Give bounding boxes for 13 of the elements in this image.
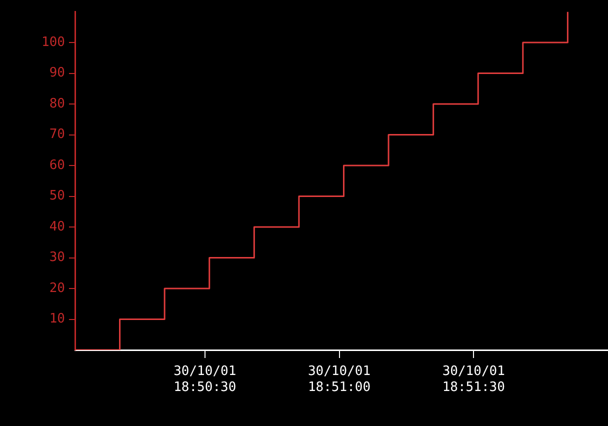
y-tick-label: 60 — [49, 158, 65, 173]
x-tick-label: 30/10/01 18:51:00 — [308, 364, 371, 395]
y-tick-label: 40 — [49, 219, 65, 234]
y-tick-label: 90 — [49, 66, 65, 81]
y-tick-label: 10 — [49, 312, 65, 327]
y-tick-label: 100 — [42, 34, 65, 50]
y-tick-label: 70 — [49, 127, 65, 142]
x-tick-label: 30/10/01 18:50:30 — [174, 364, 236, 395]
y-tick-label: 80 — [49, 96, 65, 112]
x-tick-label: 30/10/01 18:51:30 — [442, 364, 505, 395]
y-tick-label: 20 — [49, 280, 65, 296]
y-tick-label: 30 — [49, 250, 65, 266]
y-tick-label: 50 — [49, 188, 65, 204]
